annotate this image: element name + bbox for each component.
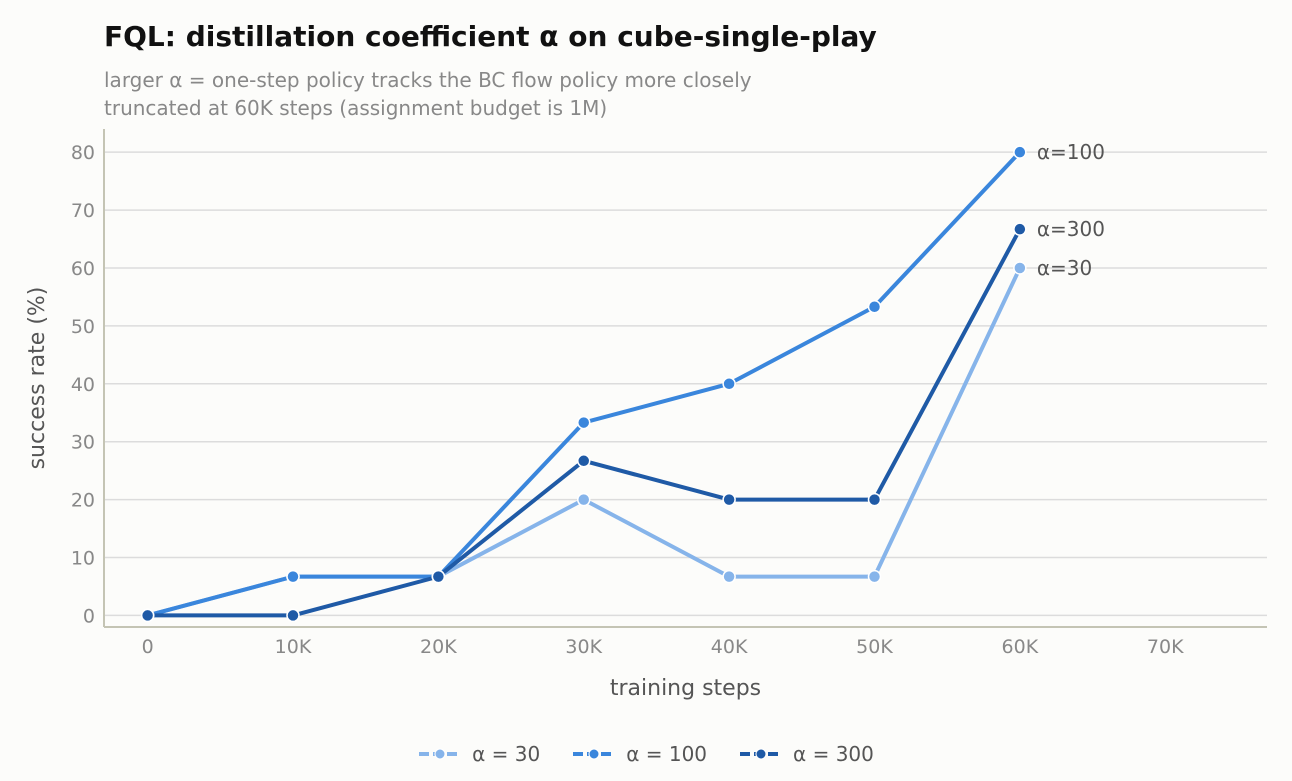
- x-tick-label: 60K: [1002, 636, 1039, 658]
- data-point: [576, 454, 591, 468]
- chart-title: FQL: distillation coefficient α on cube-…: [104, 20, 877, 53]
- y-tick-label: 30: [71, 432, 95, 454]
- x-tick-label: 10K: [275, 636, 312, 658]
- legend-label: α = 300: [793, 742, 874, 766]
- legend-label: α = 30: [472, 742, 541, 766]
- y-tick-label: 60: [71, 258, 95, 280]
- data-point: [722, 569, 736, 584]
- x-tick-label: 20K: [420, 636, 457, 658]
- data-point: [1013, 145, 1027, 159]
- legend-marker: [588, 748, 600, 760]
- y-tick-label: 70: [71, 200, 95, 222]
- x-axis-label: training steps: [610, 676, 761, 701]
- x-tick-label: 0: [142, 636, 154, 658]
- y-tick-label: 40: [71, 374, 95, 396]
- data-point: [867, 569, 882, 584]
- legend-swatch: [419, 748, 462, 760]
- legend-marker: [434, 748, 446, 760]
- x-tick-label: 30K: [565, 636, 602, 658]
- data-point: [576, 492, 591, 507]
- data-point: [140, 608, 155, 623]
- data-point: [286, 608, 300, 623]
- series-end-label: α=30: [1037, 256, 1092, 280]
- series-end-label: α=300: [1037, 217, 1105, 241]
- series-end-label: α=100: [1037, 140, 1105, 164]
- legend-label: α = 100: [626, 742, 708, 766]
- legend-item: α = 30: [418, 742, 540, 766]
- data-point: [867, 492, 882, 507]
- data-point: [1013, 261, 1027, 275]
- chart-legend: α = 30 α = 100 α = 300: [0, 738, 1292, 770]
- y-tick-label: 0: [83, 605, 95, 627]
- y-tick-label: 20: [71, 490, 95, 512]
- legend-marker: [755, 748, 767, 760]
- data-point: [722, 492, 736, 507]
- y-tick-label: 80: [71, 142, 95, 164]
- data-point: [1013, 222, 1027, 236]
- x-tick-label: 50K: [856, 636, 893, 658]
- data-point: [431, 569, 446, 584]
- chart-subtitle-line-2: truncated at 60K steps (assignment budge…: [104, 96, 608, 120]
- x-tick-label: 70K: [1147, 636, 1184, 658]
- legend-item: α = 100: [572, 742, 707, 766]
- x-tick-label: 40K: [711, 636, 748, 658]
- data-point: [722, 377, 736, 391]
- data-point: [576, 415, 591, 430]
- y-tick-label: 10: [71, 548, 95, 570]
- legend-item: α = 300: [739, 742, 874, 766]
- y-tick-label: 50: [71, 316, 95, 338]
- data-point: [286, 569, 300, 584]
- legend-swatch: [740, 748, 783, 760]
- chart-subtitle-line-1: larger α = one-step policy tracks the BC…: [104, 68, 752, 92]
- y-axis-label: success rate (%): [25, 287, 50, 470]
- data-point: [867, 300, 882, 314]
- legend-swatch: [573, 748, 616, 760]
